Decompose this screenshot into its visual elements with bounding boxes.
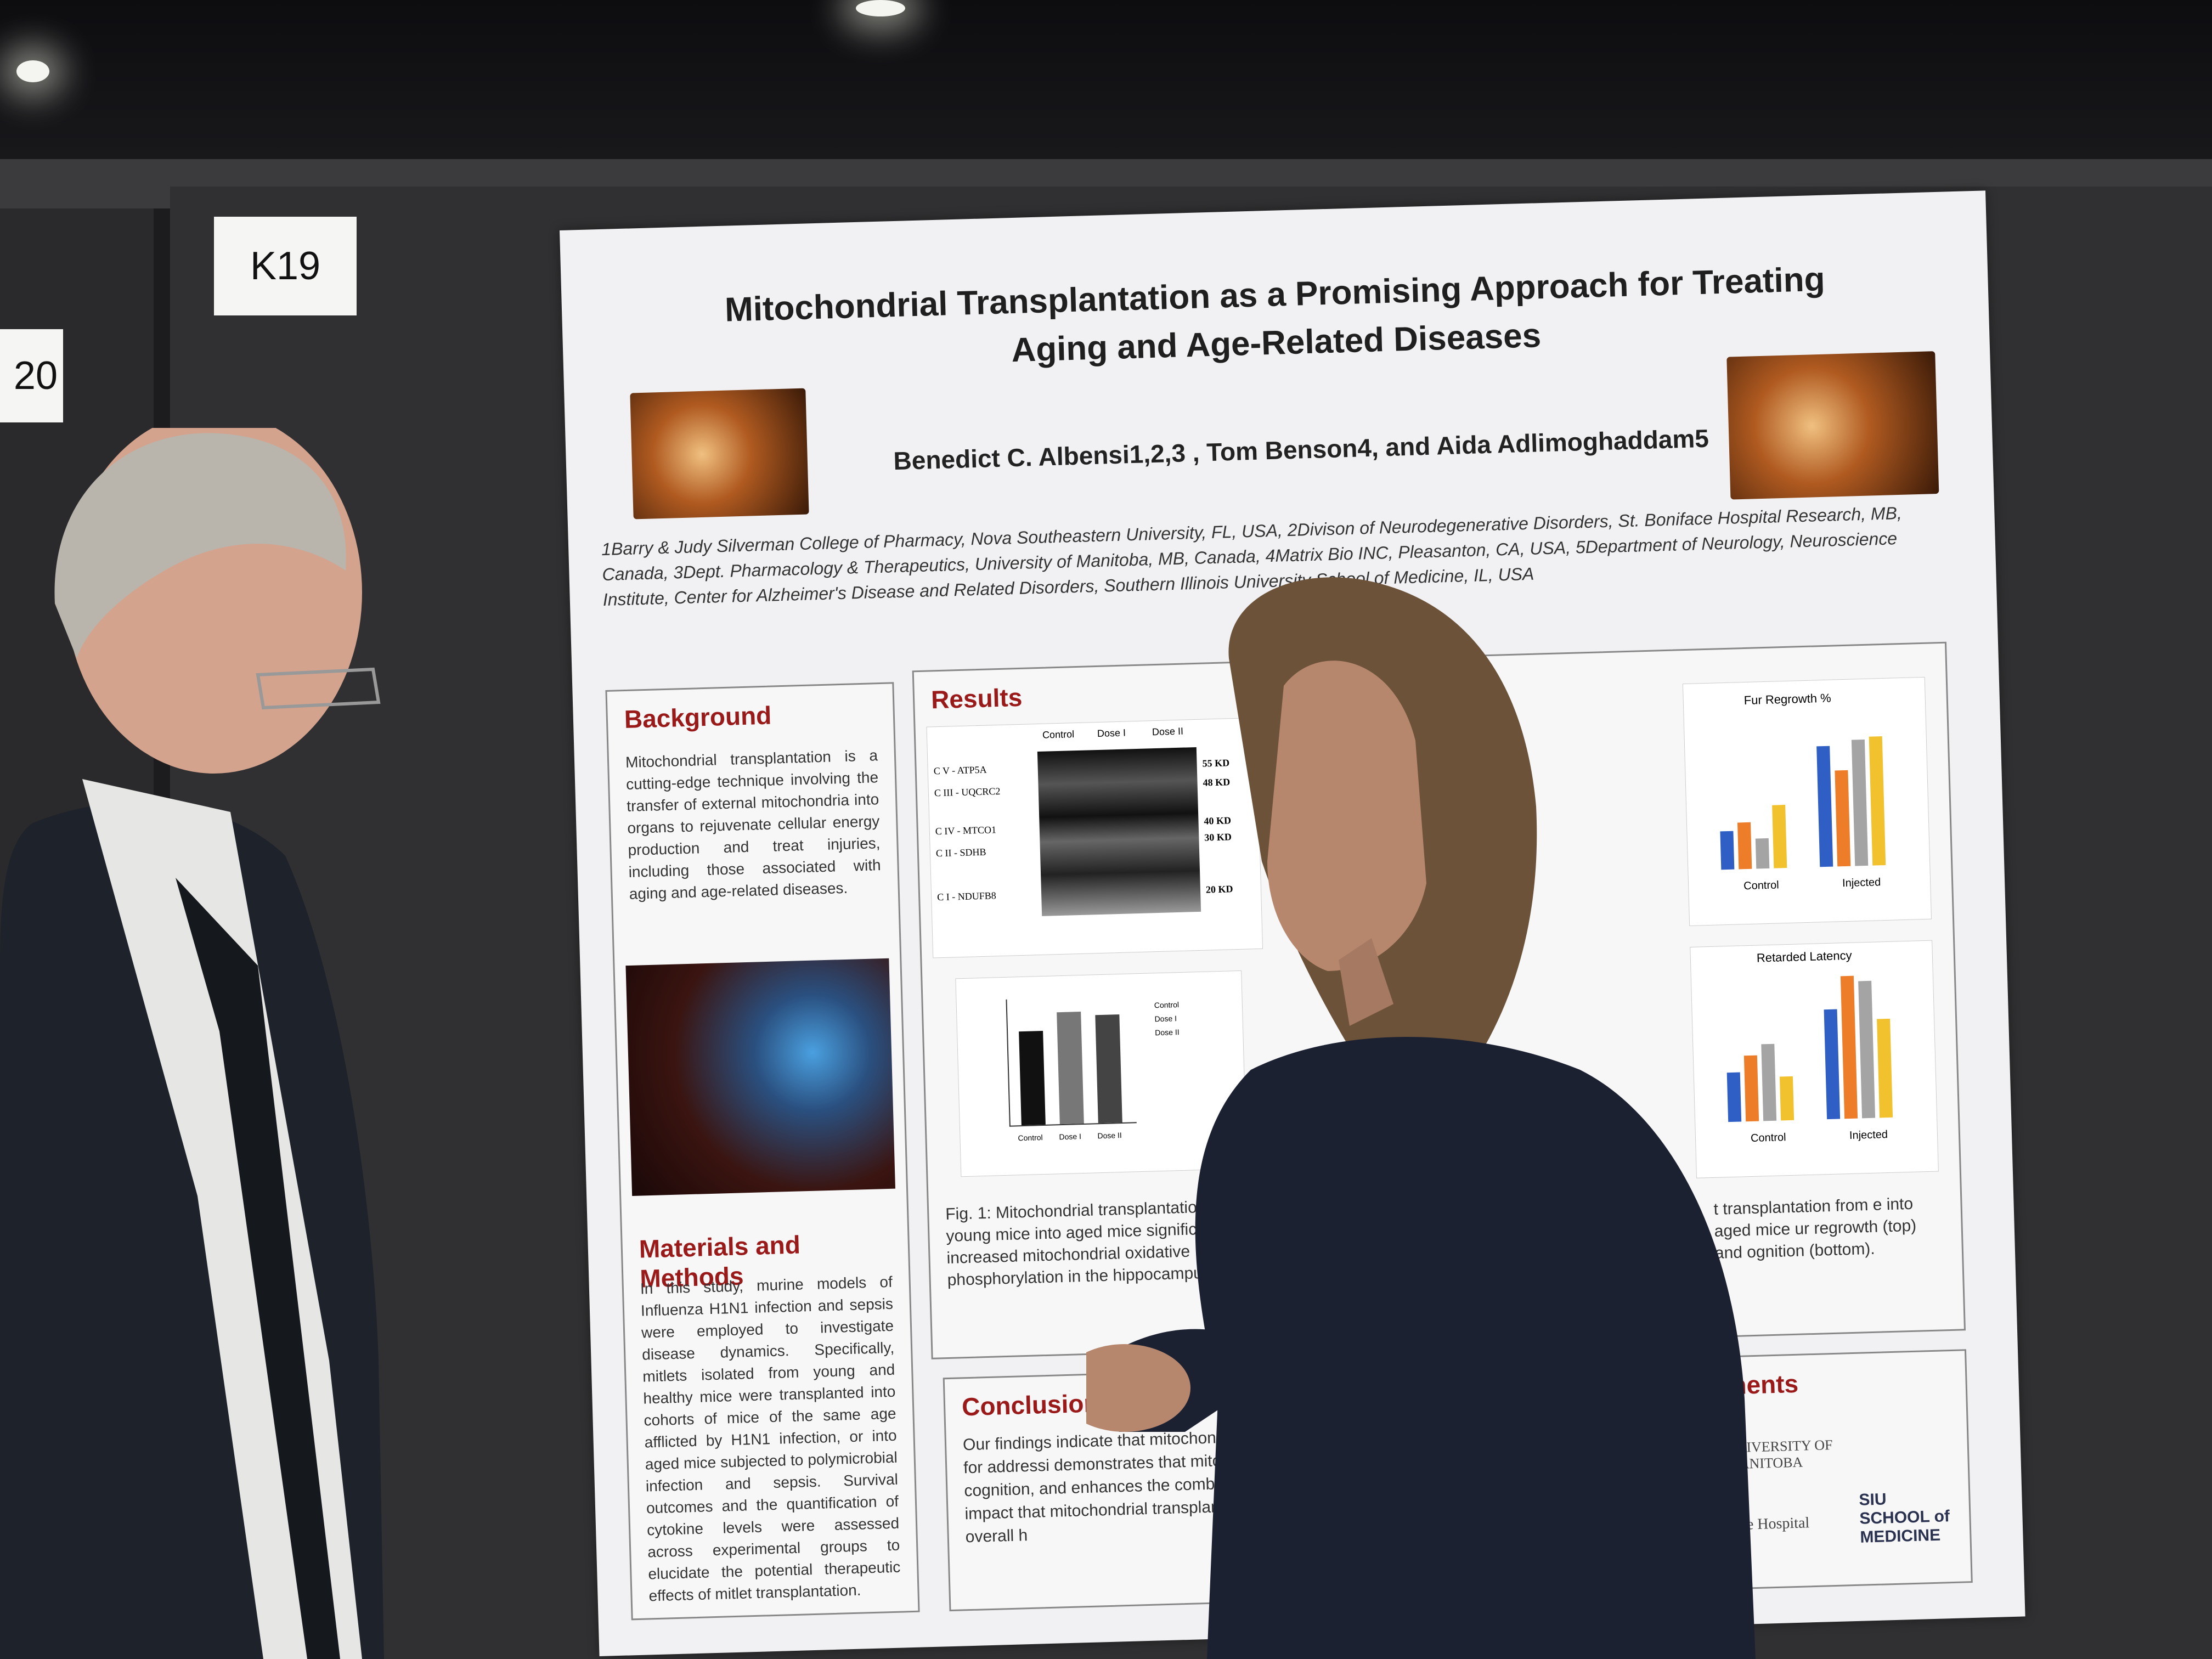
- poster-authors: Benedict C. Albensi1,2,3 , Tom Benson4, …: [893, 424, 1709, 476]
- ceiling-light: [16, 60, 49, 82]
- bar-dose1: [1057, 1012, 1084, 1125]
- background-section: Background Mitochondrial transplantation…: [605, 682, 920, 1621]
- ceiling-light: [856, 0, 905, 16]
- poster-title: Mitochondrial Transplantation as a Promi…: [660, 253, 1891, 384]
- blot-label: C III - UQCRC2: [934, 785, 1001, 799]
- mitlet-illustration: [625, 958, 896, 1196]
- blot-label: C V - ATP5A: [933, 764, 987, 777]
- man-in-suit: [0, 428, 384, 1659]
- results-title: Results: [930, 682, 1023, 714]
- blot-header-control: Control: [1042, 729, 1075, 741]
- blot-label: C I - NDUFB8: [936, 890, 996, 903]
- bar-tick-dose1: Dose I: [1059, 1132, 1082, 1142]
- booth-tag-neighbor: 20: [0, 329, 63, 422]
- methods-text: In this study, murine models of Influenz…: [640, 1273, 901, 1605]
- bar-control: [1019, 1030, 1046, 1126]
- group-bars-injected: [1816, 736, 1897, 867]
- group-label-injected-2: Injected: [1849, 1128, 1888, 1142]
- mitochondria-image-left: [630, 388, 809, 520]
- group-bars-injected-2: [1823, 974, 1904, 1120]
- background-text: Mitochondrial transplantation is a cutti…: [625, 747, 881, 902]
- ceiling: [0, 0, 2212, 187]
- blot-label: C II - SDHB: [935, 846, 986, 859]
- blot-label: C IV - MTCO1: [935, 824, 997, 837]
- woman-presenter: [1086, 577, 1756, 1659]
- group-label-injected: Injected: [1842, 876, 1881, 890]
- booth-tag: K19: [214, 217, 357, 315]
- background-title: Background: [624, 701, 772, 734]
- bar-tick-control: Control: [1018, 1133, 1043, 1143]
- siu-logo: SIU SCHOOL of MEDICINE: [1859, 1490, 1950, 1547]
